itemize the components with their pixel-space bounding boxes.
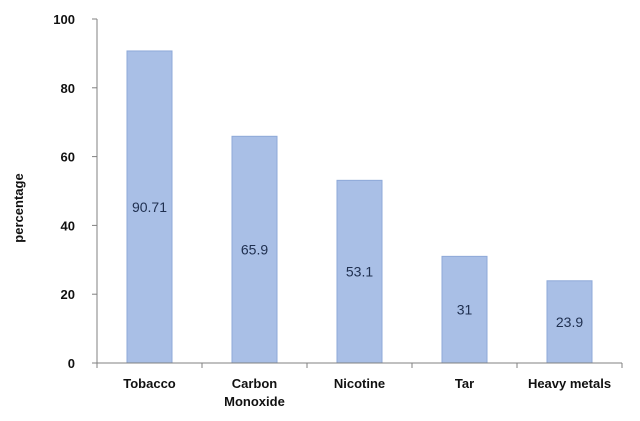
bar: [231, 135, 278, 364]
y-tick-label: 20: [61, 287, 75, 302]
bar-value-label: 65.9: [241, 242, 268, 258]
x-category-label-line: Nicotine: [334, 376, 385, 391]
y-tick-label: 40: [61, 218, 75, 233]
bar-value-label: 53.1: [346, 264, 373, 280]
x-category-label: Heavy metals: [528, 376, 611, 391]
axes: [92, 19, 623, 368]
x-category-label: Tar: [455, 376, 474, 391]
bar-value-label: 90.71: [132, 199, 167, 215]
y-tick-label: 80: [61, 81, 75, 96]
y-tick-label: 100: [53, 12, 75, 27]
x-axis-labels: Tobacco Carbon Monoxide Nicotine Tar Heavy me…: [123, 376, 611, 409]
y-tick-label: 0: [68, 356, 75, 371]
y-tick-label: 60: [61, 150, 75, 165]
x-category-label-line: Heavy metals: [528, 376, 611, 391]
bar-value-label: 23.9: [556, 314, 583, 330]
x-category-label-line: Tar: [455, 376, 474, 391]
y-axis-title: percentage: [11, 173, 26, 242]
x-category-label-line: Tobacco: [123, 376, 176, 391]
bars: [126, 50, 593, 364]
data-labels: 90.71 65.9 53.1 31 23.9: [132, 199, 583, 330]
x-category-label: Nicotine: [334, 376, 385, 391]
y-axis-ticks: 0 20 40 60 80 100: [53, 12, 97, 371]
x-category-label-line: Monoxide: [224, 394, 285, 409]
bar: [441, 255, 488, 364]
bar: [336, 179, 383, 364]
bar-value-label: 31: [457, 302, 473, 318]
x-category-label: Tobacco: [123, 376, 176, 391]
x-category-label-line: Carbon: [232, 376, 278, 391]
x-category-label: Carbon Monoxide: [224, 376, 285, 409]
bar: [546, 280, 593, 364]
